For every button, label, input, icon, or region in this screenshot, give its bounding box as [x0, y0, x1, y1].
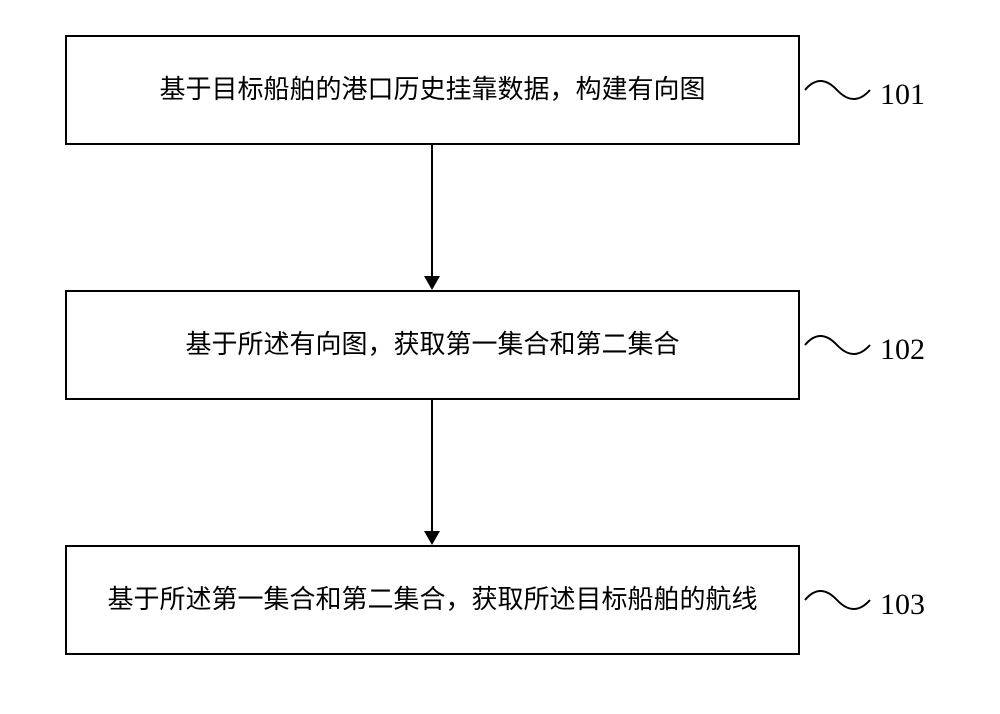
flowchart-container: 基于目标船舶的港口历史挂靠数据，构建有向图 101 基于所述有向图，获取第一集合… [0, 0, 1000, 714]
flowchart-step-1: 基于目标船舶的港口历史挂靠数据，构建有向图 [65, 35, 800, 145]
flowchart-step-2: 基于所述有向图，获取第一集合和第二集合 [65, 290, 800, 400]
arrow-2-line [431, 400, 433, 531]
step-2-label: 102 [880, 333, 925, 367]
arrow-1-head [424, 276, 440, 290]
step-3-text: 基于所述第一集合和第二集合，获取所述目标船舶的航线 [107, 582, 757, 618]
connector-curve-3 [800, 580, 875, 620]
step-1-text: 基于目标船舶的港口历史挂靠数据，构建有向图 [159, 72, 705, 108]
step-3-label: 103 [880, 588, 925, 622]
connector-curve-1 [800, 70, 875, 110]
flowchart-step-3: 基于所述第一集合和第二集合，获取所述目标船舶的航线 [65, 545, 800, 655]
arrow-1-line [431, 145, 433, 276]
step-2-text: 基于所述有向图，获取第一集合和第二集合 [185, 327, 679, 363]
connector-curve-2 [800, 325, 875, 365]
step-1-label: 101 [880, 78, 925, 112]
arrow-2-head [424, 531, 440, 545]
